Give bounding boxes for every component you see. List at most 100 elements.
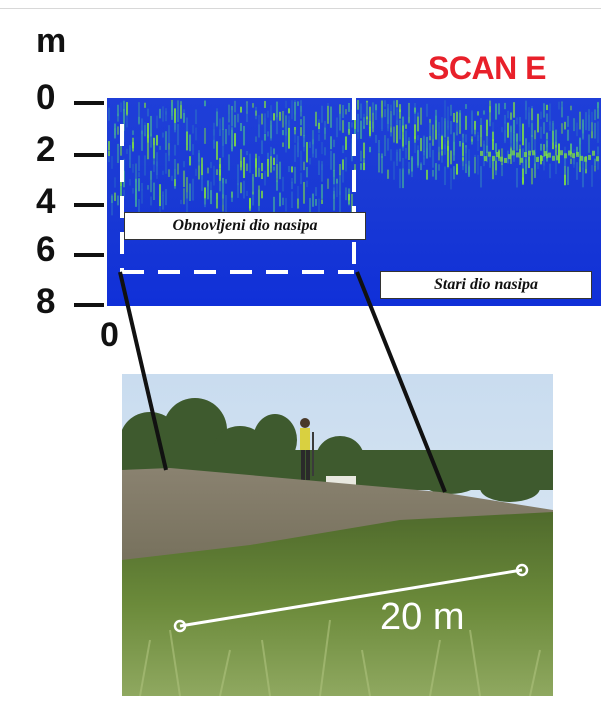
- radargram-reflection: [165, 189, 167, 206]
- radargram-reflection: [243, 157, 245, 179]
- radargram-reflection: [189, 156, 191, 166]
- radargram-reflection: [174, 169, 176, 189]
- radargram-reflection: [150, 115, 152, 137]
- radargram-reflection: [324, 147, 326, 156]
- radargram-reflection: [396, 100, 398, 108]
- radargram-reflection: [357, 100, 359, 110]
- radargram-reflection: [504, 102, 506, 110]
- radargram-reflection: [354, 113, 356, 130]
- radargram-reflection: [420, 163, 422, 171]
- radargram-reflection: [528, 156, 530, 169]
- radargram-reflection: [192, 125, 194, 134]
- radargram-reflection: [210, 181, 212, 198]
- radargram-reflection: [198, 150, 200, 166]
- depth-tick-mark-2: [74, 153, 104, 157]
- radargram-reflection: [375, 134, 377, 143]
- radargram-reflection: [240, 160, 242, 168]
- radargram-reflection: [363, 158, 365, 163]
- radargram-reflection: [384, 109, 386, 118]
- radargram-reflection: [543, 144, 545, 158]
- radargram-reflection: [591, 111, 593, 132]
- radargram-reflection: [588, 154, 591, 160]
- radargram-reflection: [534, 130, 536, 140]
- radargram-reflection: [333, 139, 335, 148]
- radargram-reflection: [381, 110, 383, 131]
- radargram-reflection: [291, 181, 293, 190]
- radargram-reflection: [534, 139, 536, 153]
- radargram-reflection: [333, 169, 335, 185]
- radargram-reflection: [429, 122, 431, 137]
- radargram-reflection: [495, 143, 497, 154]
- radargram-reflection: [327, 178, 329, 189]
- radargram-reflection: [501, 162, 503, 177]
- radargram-reflection: [423, 151, 425, 160]
- radargram-reflection: [420, 138, 422, 152]
- radargram-reflection: [174, 159, 176, 170]
- radargram-texture: [108, 100, 599, 216]
- radargram-reflection: [225, 195, 227, 213]
- radargram-reflection: [252, 174, 254, 192]
- radargram-reflection: [414, 124, 416, 143]
- radargram-reflection: [477, 154, 479, 175]
- radargram-reflection: [348, 102, 350, 112]
- radargram-reflection: [252, 188, 254, 206]
- radargram-reflection: [297, 198, 299, 209]
- radargram-reflection: [186, 117, 188, 134]
- depth-tick-mark-0: [74, 101, 104, 105]
- top-divider: [0, 8, 601, 9]
- radargram-reflection: [483, 110, 485, 115]
- radargram-reflection: [273, 148, 275, 155]
- radargram-reflection: [444, 166, 446, 186]
- radargram-reflection: [114, 177, 116, 188]
- radargram-reflection: [432, 149, 434, 168]
- radargram-reflection: [204, 127, 206, 144]
- radargram-reflection: [426, 136, 428, 159]
- radargram-reflection: [228, 104, 230, 123]
- radargram-reflection: [555, 144, 557, 156]
- radargram-reflection: [390, 127, 392, 137]
- radargram-reflection: [426, 169, 428, 180]
- radargram-reflection: [264, 133, 266, 141]
- radargram-reflection: [492, 131, 494, 141]
- radargram-reflection: [576, 146, 578, 156]
- radargram-reflection: [411, 157, 413, 172]
- radargram-reflection: [174, 179, 176, 187]
- radargram-reflection: [180, 199, 182, 205]
- radargram-reflection: [504, 121, 506, 144]
- radargram-reflection: [285, 124, 287, 137]
- radargram-reflection: [453, 166, 455, 180]
- radargram-reflection: [360, 150, 362, 162]
- radargram-reflection: [330, 150, 332, 170]
- radargram-reflection: [222, 117, 224, 131]
- radargram-reflection: [330, 136, 332, 150]
- radargram-reflection: [261, 173, 263, 180]
- radargram-reflection: [312, 193, 314, 207]
- radargram-reflection: [138, 199, 140, 215]
- radargram-reflection: [432, 129, 434, 140]
- radargram-reflection: [123, 108, 125, 131]
- radargram-reflection: [570, 105, 572, 111]
- radargram-reflection: [531, 135, 533, 153]
- radargram-reflection: [402, 125, 404, 147]
- radargram-reflection: [348, 121, 350, 134]
- radargram-reflection: [258, 124, 260, 138]
- radargram-reflection: [474, 154, 476, 174]
- radargram-reflection: [270, 105, 272, 126]
- radargram-reflection: [222, 177, 224, 199]
- radargram-reflection: [465, 115, 467, 130]
- radargram-reflection: [375, 110, 377, 121]
- radargram-reflection: [597, 146, 599, 155]
- radargram-reflection: [138, 178, 140, 192]
- radargram-reflection: [186, 131, 188, 151]
- radargram-reflection: [537, 113, 539, 133]
- radargram-reflection: [405, 124, 407, 129]
- radargram-reflection: [228, 154, 230, 171]
- radargram-reflection: [201, 157, 203, 176]
- radargram-reflection: [522, 123, 524, 146]
- radargram-reflection: [306, 166, 308, 178]
- radargram-reflection: [594, 158, 596, 167]
- radargram-reflection: [489, 119, 491, 127]
- radargram-reflection: [459, 140, 461, 147]
- radargram-reflection: [261, 113, 263, 125]
